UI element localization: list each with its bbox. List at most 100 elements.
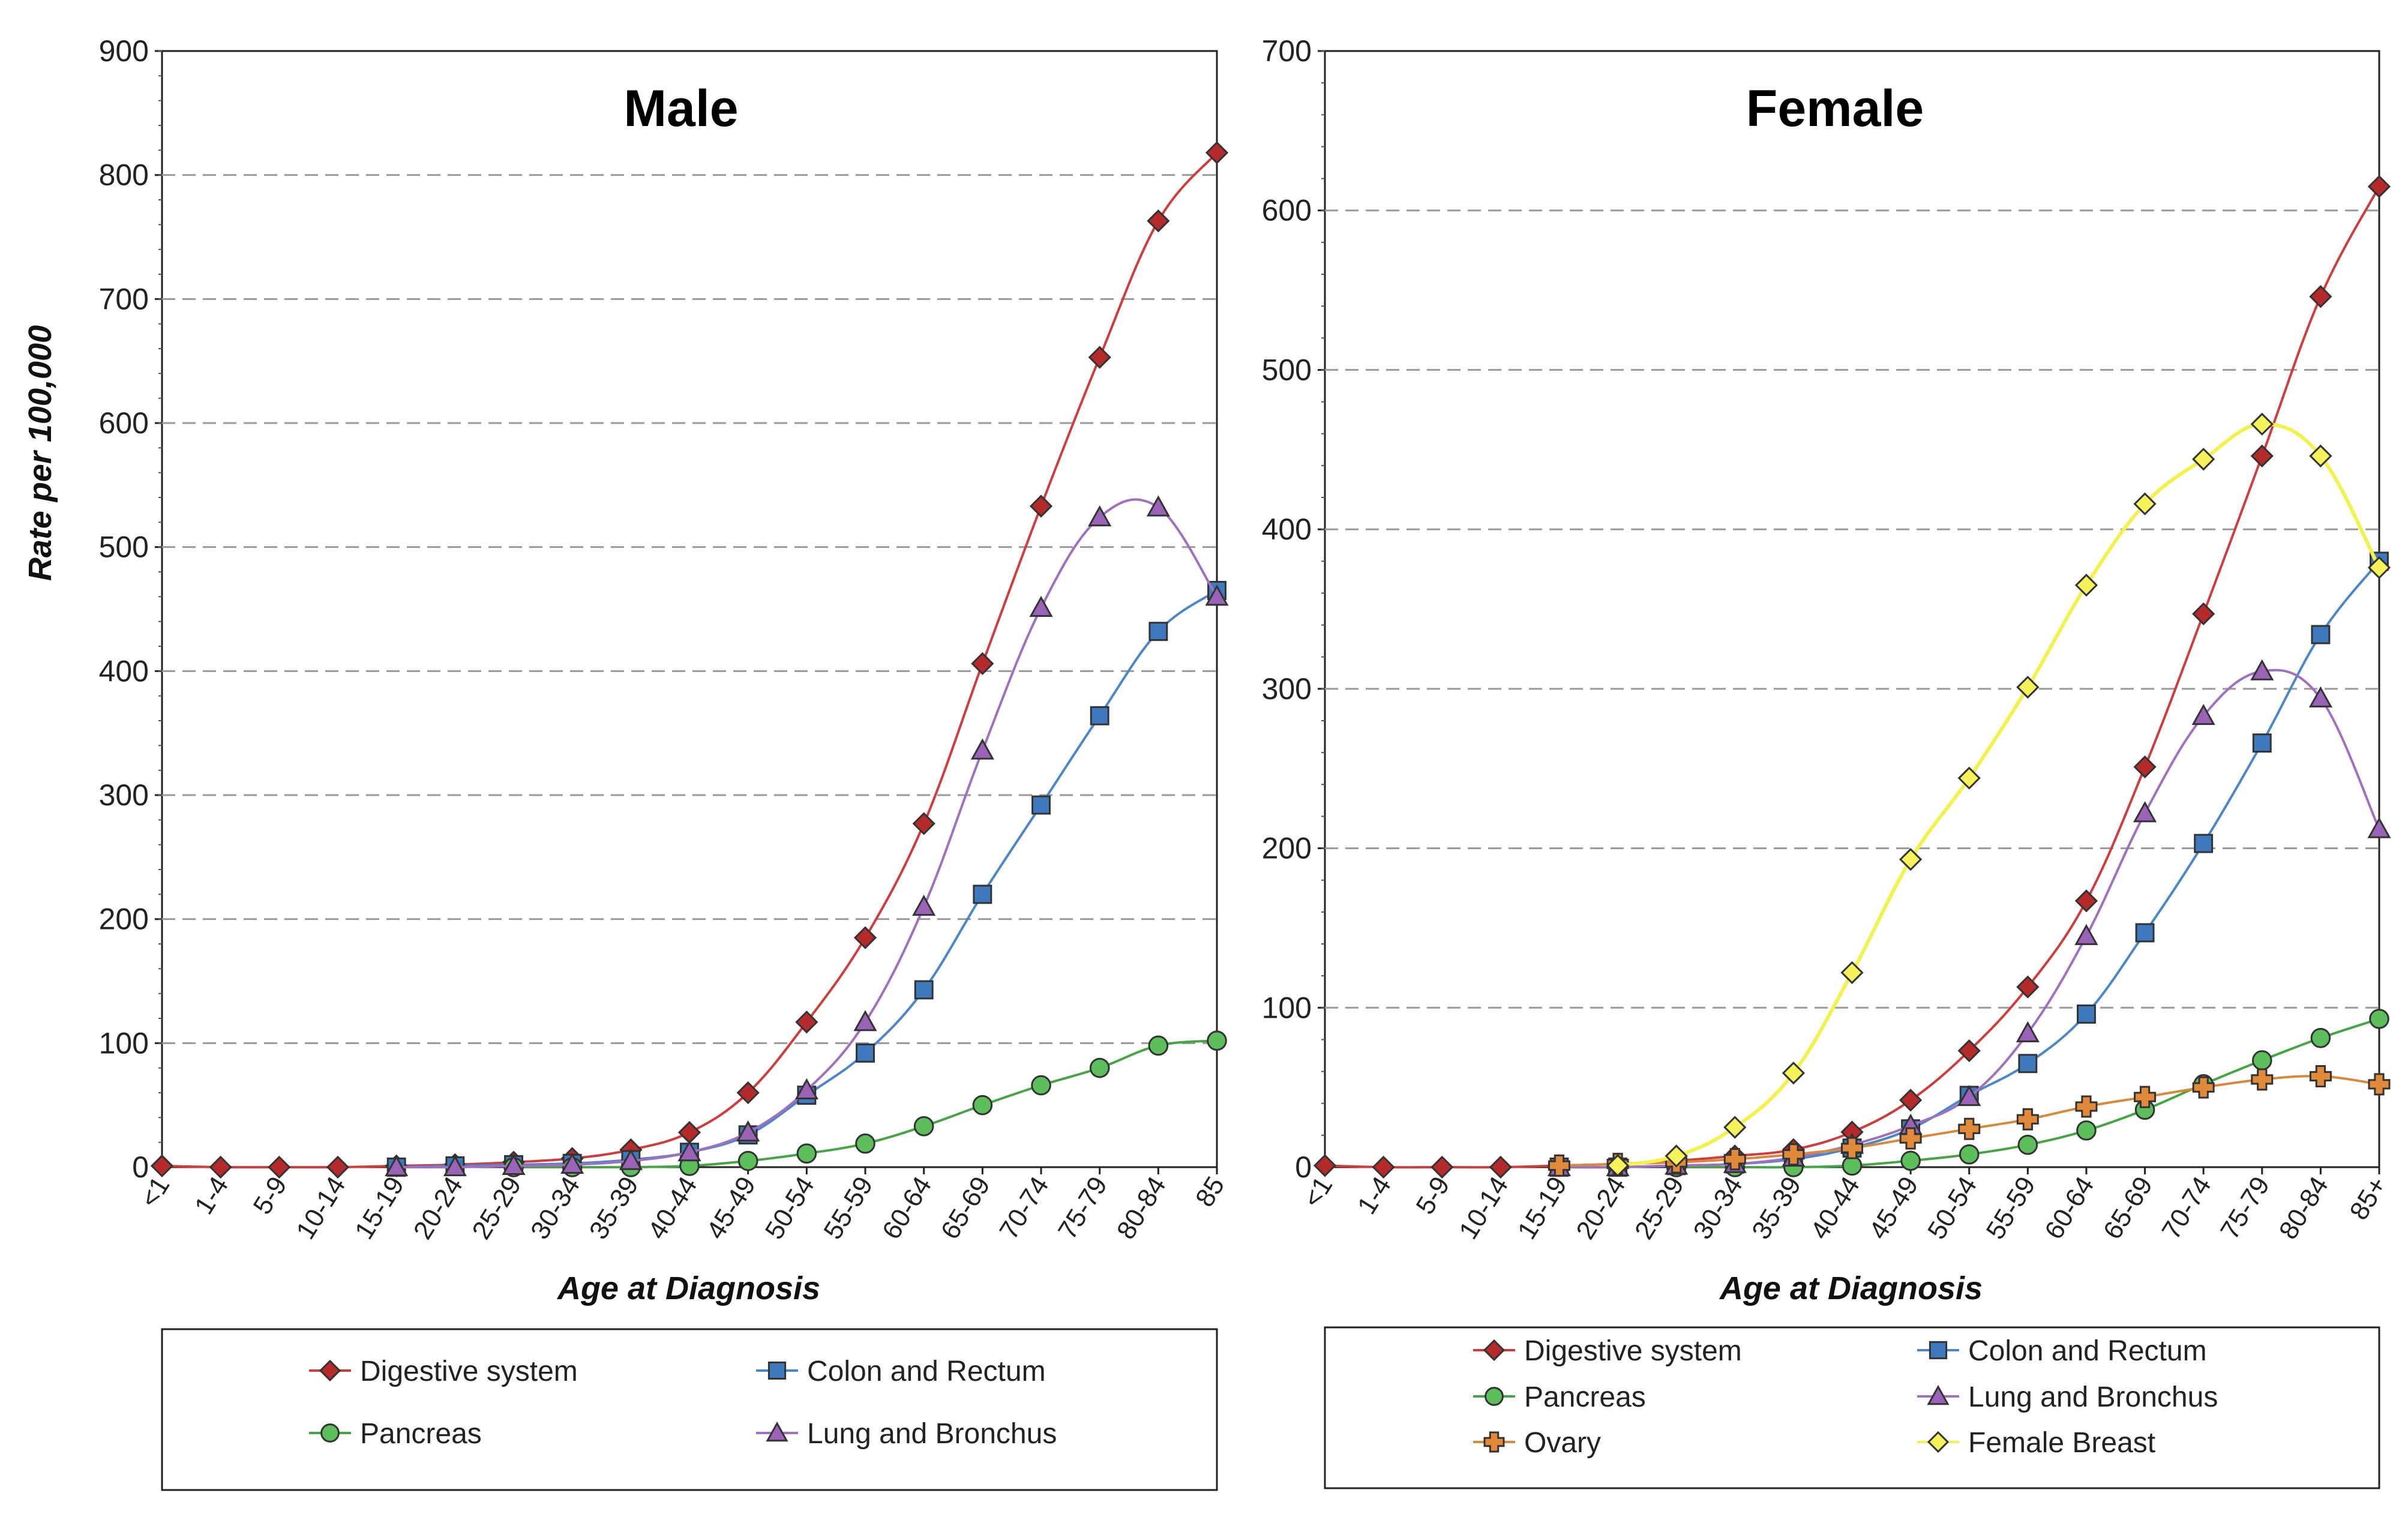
legend-marker-icon <box>320 1423 340 1443</box>
legend-marker-icon <box>1485 1387 1504 1406</box>
series-ovary <box>1548 1065 2391 1177</box>
x-tick-label: 25-29 <box>1629 1171 1690 1244</box>
data-point <box>1031 1075 1051 1096</box>
series-female-breast <box>1606 412 2391 1177</box>
legend-label: Pancreas <box>360 1418 482 1450</box>
data-point <box>2252 733 2272 753</box>
x-tick-label: 45-49 <box>1863 1171 1924 1244</box>
y-tick-label: 200 <box>99 903 149 936</box>
data-point <box>1089 1057 1110 1078</box>
legend-item: Lung and Bronchus <box>756 1418 1057 1450</box>
data-point <box>914 980 934 1000</box>
data-point <box>912 812 935 835</box>
data-point <box>1029 494 1053 518</box>
y-tick-label: 100 <box>1262 991 1312 1024</box>
data-point <box>2074 889 2098 913</box>
legend-label: Lung and Bronchus <box>807 1418 1057 1450</box>
y-tick-label: 300 <box>99 778 149 812</box>
female-x-axis-title: Age at Diagnosis <box>1719 1270 1983 1306</box>
y-tick-label: 500 <box>1262 353 1312 386</box>
data-point <box>795 1011 818 1034</box>
data-point <box>1205 584 1229 606</box>
x-tick-label: 30-34 <box>1688 1171 1749 1244</box>
x-tick-label: 15-19 <box>349 1171 410 1244</box>
legend-label: Ovary <box>1524 1427 1601 1459</box>
x-tick-label: 75-79 <box>2215 1171 2275 1244</box>
y-tick-label: 600 <box>1262 194 1312 227</box>
x-tick-label: 40-44 <box>642 1171 703 1244</box>
x-tick-label: 70-74 <box>2156 1171 2217 1244</box>
x-tick-label: 5-9 <box>1410 1171 1455 1219</box>
data-point <box>150 1154 174 1178</box>
data-point <box>1899 1127 1922 1150</box>
data-point <box>1842 1155 1863 1176</box>
data-point <box>2192 448 2215 471</box>
data-point <box>1148 1035 1169 1056</box>
data-point <box>502 1153 526 1176</box>
female-plot-area <box>1324 50 2380 1168</box>
legend-marker-icon <box>1927 1431 1950 1453</box>
data-point <box>1548 1154 1570 1177</box>
data-point <box>1840 961 1864 984</box>
male-chart-title: Male <box>623 80 738 137</box>
data-point <box>2369 1009 2389 1029</box>
data-point <box>970 738 994 760</box>
x-tick-label: 65-69 <box>2098 1171 2158 1244</box>
data-point <box>794 1078 818 1099</box>
data-point <box>2308 686 2332 707</box>
x-tick-label: 35-39 <box>584 1171 644 1244</box>
data-point <box>1723 1148 1746 1171</box>
data-point <box>2016 975 2040 999</box>
legend-label: Colon and Rectum <box>1968 1335 2207 1367</box>
series-lung-and-bronchus <box>385 495 1229 1177</box>
data-point <box>2192 602 2215 626</box>
data-point <box>1782 1062 1806 1085</box>
data-point <box>1088 346 1111 369</box>
legend-marker-icon <box>1483 1339 1506 1362</box>
legend-item: Digestive system <box>309 1356 578 1387</box>
data-point <box>2367 556 2391 580</box>
legend-marker-icon <box>319 1359 341 1382</box>
x-tick-label: 1-4 <box>189 1171 234 1219</box>
data-point <box>2075 1095 2098 1118</box>
data-point <box>2133 755 2157 779</box>
legend-label: Pancreas <box>1524 1381 1646 1413</box>
x-tick-label: 75-79 <box>1052 1171 1113 1244</box>
x-tick-label: 60-64 <box>877 1171 937 1244</box>
data-point <box>1148 622 1168 641</box>
x-tick-label: 50-54 <box>760 1171 820 1244</box>
data-point <box>2016 1108 2039 1131</box>
legend-label: Digestive system <box>1524 1335 1742 1367</box>
data-point <box>560 1152 584 1174</box>
data-point <box>1958 1117 1981 1140</box>
data-point <box>2251 1050 2272 1071</box>
data-point <box>737 1150 758 1171</box>
data-point <box>2133 801 2157 823</box>
male-x-axis-title: Age at Diagnosis <box>556 1270 820 1306</box>
x-tick-label: 55-59 <box>818 1171 878 1244</box>
data-point <box>1841 1137 1863 1159</box>
data-point <box>385 1155 409 1177</box>
data-point <box>1665 1144 1688 1168</box>
x-tick-label: 35-39 <box>1746 1171 1807 1244</box>
data-point <box>2076 1004 2096 1024</box>
data-point <box>1606 1154 1630 1177</box>
female-legend <box>1324 1326 2380 1489</box>
y-tick-label: 700 <box>1262 34 1312 68</box>
data-point <box>2309 285 2332 308</box>
data-point <box>1147 209 1170 233</box>
y-tick-label: 600 <box>99 406 149 440</box>
data-point <box>2074 924 2098 945</box>
x-tick-label: 55-59 <box>1981 1171 2041 1244</box>
x-tick-label: 70-74 <box>994 1171 1054 1244</box>
x-tick-label: 80-84 <box>1111 1171 1172 1244</box>
male-plot-area <box>161 50 1218 1168</box>
y-tick-label: 900 <box>99 34 149 68</box>
y-tick-label: 700 <box>99 282 149 316</box>
data-point <box>1207 1030 1227 1051</box>
female-chart-title: Female <box>1746 80 1924 137</box>
data-point <box>1899 1089 1923 1112</box>
data-point <box>2133 492 2157 515</box>
data-point <box>2250 659 2274 680</box>
